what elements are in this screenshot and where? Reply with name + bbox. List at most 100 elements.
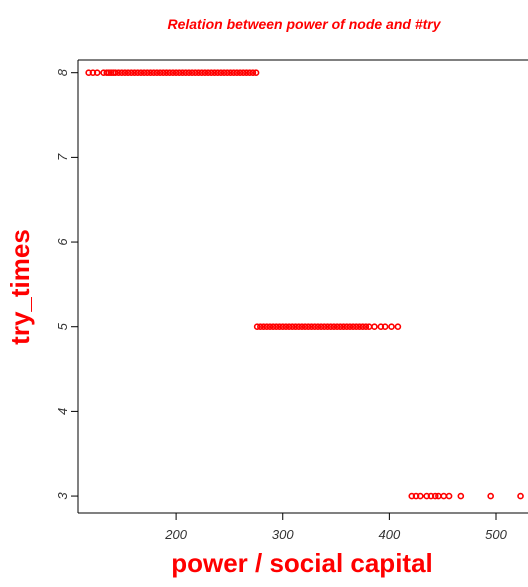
x-tick-label: 400 (379, 527, 401, 542)
data-point (214, 69, 221, 77)
data-point (131, 69, 138, 77)
data-point (156, 69, 164, 77)
data-point (246, 69, 253, 77)
data-point (121, 69, 129, 77)
data-point (431, 492, 439, 500)
data-point (172, 69, 180, 77)
data-point (188, 69, 196, 77)
data-point (356, 323, 363, 331)
data-point (147, 69, 154, 77)
data-point (201, 69, 209, 77)
data-point (227, 69, 234, 77)
data-point (349, 323, 357, 331)
data-point (298, 323, 306, 331)
data-point (204, 69, 212, 77)
data-point (517, 492, 524, 500)
data-point (381, 323, 389, 331)
data-point (416, 492, 424, 500)
data-point (191, 69, 199, 77)
y-axis-ticks: 3 4 5 6 7 8 (55, 68, 78, 500)
data-point (308, 323, 315, 331)
data-point (217, 69, 225, 77)
data-point (440, 492, 448, 500)
data-point (160, 69, 167, 77)
data-point (289, 323, 296, 331)
data-point (252, 69, 260, 77)
data-point (169, 69, 177, 77)
data-point (134, 69, 142, 77)
data-point (220, 69, 228, 77)
data-point (394, 323, 402, 331)
data-point (279, 323, 287, 331)
data-point (182, 69, 190, 77)
data-point (128, 69, 135, 77)
data-point (115, 69, 122, 77)
data-point (266, 323, 274, 331)
data-point (311, 323, 319, 331)
data-point (343, 323, 351, 331)
data-point (292, 323, 299, 331)
data-point (253, 323, 261, 331)
data-point (457, 492, 465, 500)
data-point (207, 69, 215, 77)
data-point (236, 69, 244, 77)
data-point (324, 323, 331, 331)
y-tick-label: 5 (55, 322, 70, 330)
data-point (295, 323, 303, 331)
data-point (359, 323, 367, 331)
data-point (260, 323, 267, 331)
data-point (195, 69, 202, 77)
data-point (314, 323, 322, 331)
data-point (276, 323, 283, 331)
chart-title: Relation between power of node and #try (167, 16, 441, 32)
data-point (124, 69, 132, 77)
data-point (333, 323, 341, 331)
data-point (353, 323, 360, 331)
data-point (317, 323, 325, 331)
x-tick-label: 200 (164, 527, 187, 542)
y-tick-label: 6 (55, 238, 70, 246)
data-point (487, 492, 494, 500)
data-point (282, 323, 290, 331)
x-tick-label: 500 (485, 527, 507, 542)
data-point (166, 69, 174, 77)
data-point (249, 69, 257, 77)
data-point (185, 69, 193, 77)
data-point (388, 323, 395, 331)
y-tick-label: 7 (55, 153, 70, 161)
data-point (327, 323, 335, 331)
y-tick-label: 8 (55, 68, 70, 76)
data-point (150, 69, 158, 77)
data-point (301, 323, 309, 331)
data-point (198, 69, 205, 77)
data-point (243, 69, 250, 77)
data-point (371, 323, 378, 331)
data-point (179, 69, 186, 77)
data-point (176, 69, 183, 77)
data-point (233, 69, 241, 77)
data-point (269, 323, 277, 331)
data-point (445, 492, 453, 500)
data-points (85, 69, 524, 500)
data-point (112, 69, 119, 77)
data-point (257, 323, 264, 331)
data-point (163, 69, 170, 77)
data-point (93, 69, 101, 77)
data-point (285, 323, 293, 331)
x-tick-label: 300 (272, 527, 294, 542)
data-point (362, 323, 370, 331)
data-point (321, 323, 328, 331)
data-point (153, 69, 161, 77)
data-point (118, 69, 126, 77)
data-point (230, 69, 237, 77)
y-tick-label: 4 (55, 408, 70, 415)
data-point (137, 69, 145, 77)
data-point (340, 323, 347, 331)
y-tick-label: 3 (55, 492, 70, 500)
data-point (305, 323, 312, 331)
data-point (223, 69, 231, 77)
data-point (140, 69, 148, 77)
y-axis-label: try_times (5, 229, 35, 345)
